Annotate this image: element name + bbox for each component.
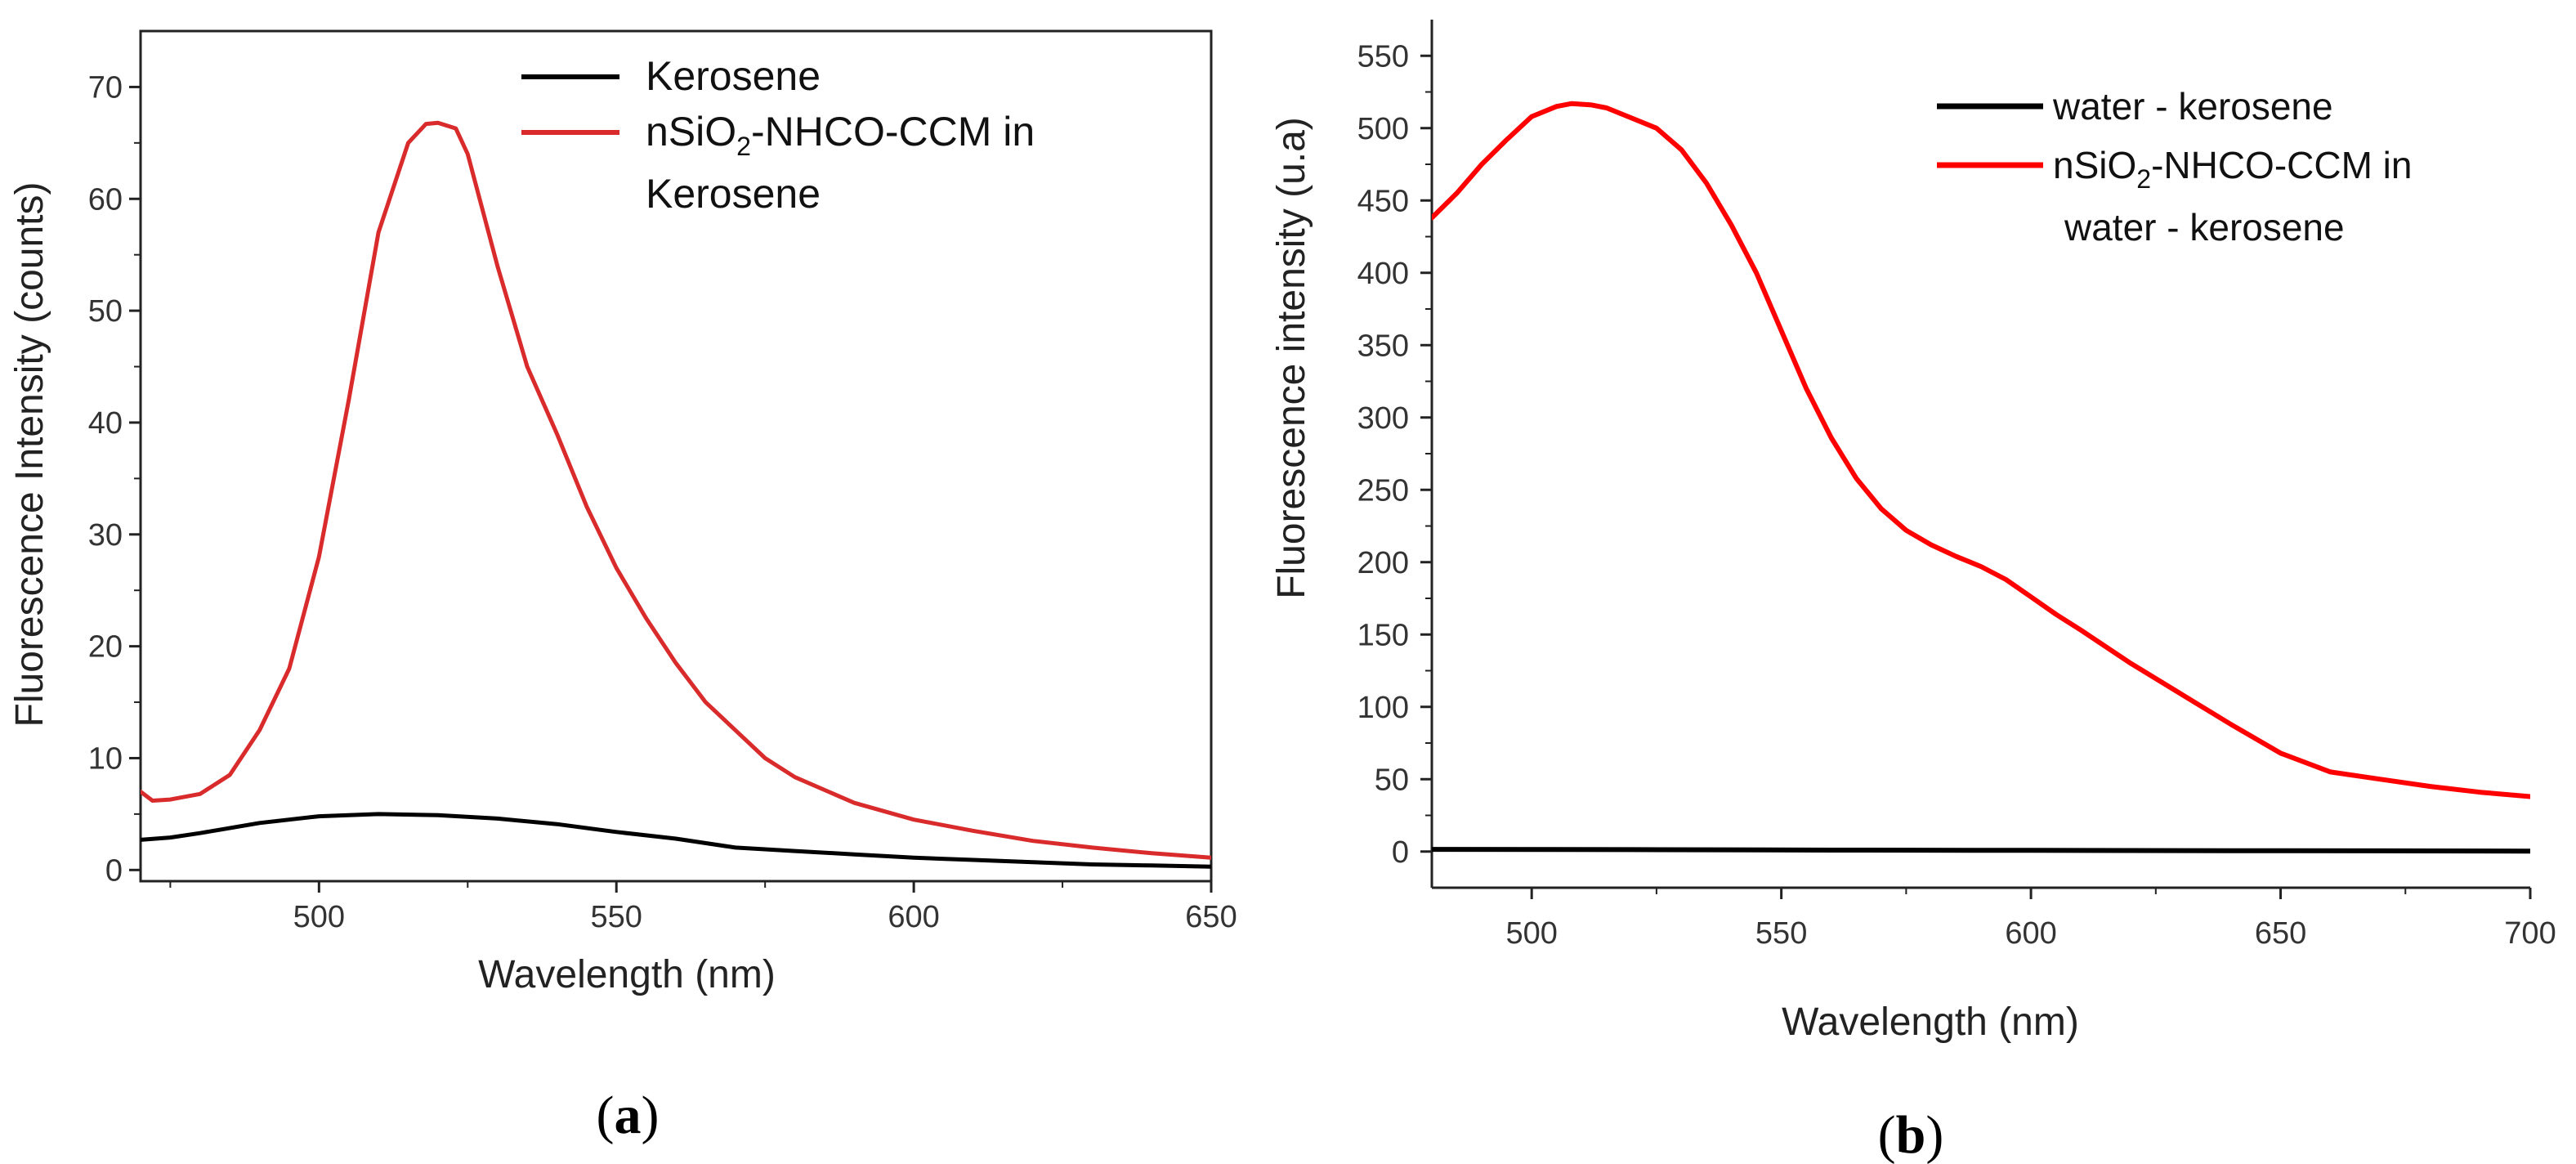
x-tick-label: 550 <box>1755 916 1807 951</box>
x-tick-label: 550 <box>591 900 642 934</box>
y-axis-title: Fluorescence intensity (u.a) <box>1270 117 1313 599</box>
y-tick-label: 250 <box>1357 473 1409 508</box>
y-axis-title: Fluorescence Intensity (counts) <box>8 182 51 728</box>
y-tick-label: 50 <box>88 294 123 329</box>
series-line-2 <box>141 120 1211 860</box>
y-tick-label: 40 <box>88 406 123 441</box>
y-tick-label: 350 <box>1357 329 1409 363</box>
legend-label-2-line2: water - kerosene <box>2064 206 2345 248</box>
x-tick-label: 650 <box>1185 900 1237 934</box>
x-tick-label: 700 <box>2504 916 2556 951</box>
y-tick-label: 0 <box>1392 835 1409 870</box>
x-tick-label: 500 <box>293 900 345 934</box>
y-tick-label: 450 <box>1357 184 1409 218</box>
x-tick-label: 600 <box>2005 916 2056 951</box>
y-tick-label: 30 <box>88 518 123 553</box>
y-tick-label: 100 <box>1357 691 1409 725</box>
caption-b: (b) <box>1878 1105 1944 1164</box>
y-tick-label: 400 <box>1357 257 1409 291</box>
chart-panel-b: 500 550 600 650 700 0 50 100 150 200 250 300 350 400 4… <box>1270 20 2556 1044</box>
y-tick-label: 550 <box>1357 39 1409 74</box>
series-line-1 <box>1432 847 2530 854</box>
y-tick-label: 10 <box>88 741 123 776</box>
y-tick-label: 150 <box>1357 618 1409 652</box>
y-tick-label: 20 <box>88 630 123 665</box>
y-tick-label: 50 <box>1375 763 1409 797</box>
legend-label-2: nSiO2-NHCO-CCM in <box>646 109 1035 161</box>
y-tick-label: 70 <box>88 70 123 105</box>
x-tick-label: 500 <box>1505 916 1557 951</box>
x-axis-title: Wavelength (nm) <box>1782 1001 2079 1044</box>
y-tick-label: 60 <box>88 182 123 217</box>
caption-a: (a) <box>597 1086 660 1145</box>
y-tick-label: 0 <box>105 853 123 888</box>
legend-label-2-line2: Kerosene <box>646 171 821 217</box>
y-tick-label: 300 <box>1357 401 1409 436</box>
y-tick-label: 500 <box>1357 112 1409 146</box>
legend-label-1: Kerosene <box>646 53 821 99</box>
series-line-2 <box>1432 101 2530 799</box>
plot-frame <box>139 29 1213 883</box>
x-tick-label: 650 <box>2255 916 2306 951</box>
legend-label-1: water - kerosene <box>2052 85 2333 128</box>
x-axis-title: Wavelength (nm) <box>478 953 776 996</box>
legend-label-2: nSiO2-NHCO-CCM in <box>2053 144 2412 194</box>
x-tick-label: 600 <box>888 900 939 934</box>
series-line-1 <box>141 812 1211 869</box>
y-tick-label: 200 <box>1357 546 1409 580</box>
chart-panel-a: 500 550 600 650 0 10 20 30 40 50 60 70 Wavelength (n… <box>8 29 1237 996</box>
